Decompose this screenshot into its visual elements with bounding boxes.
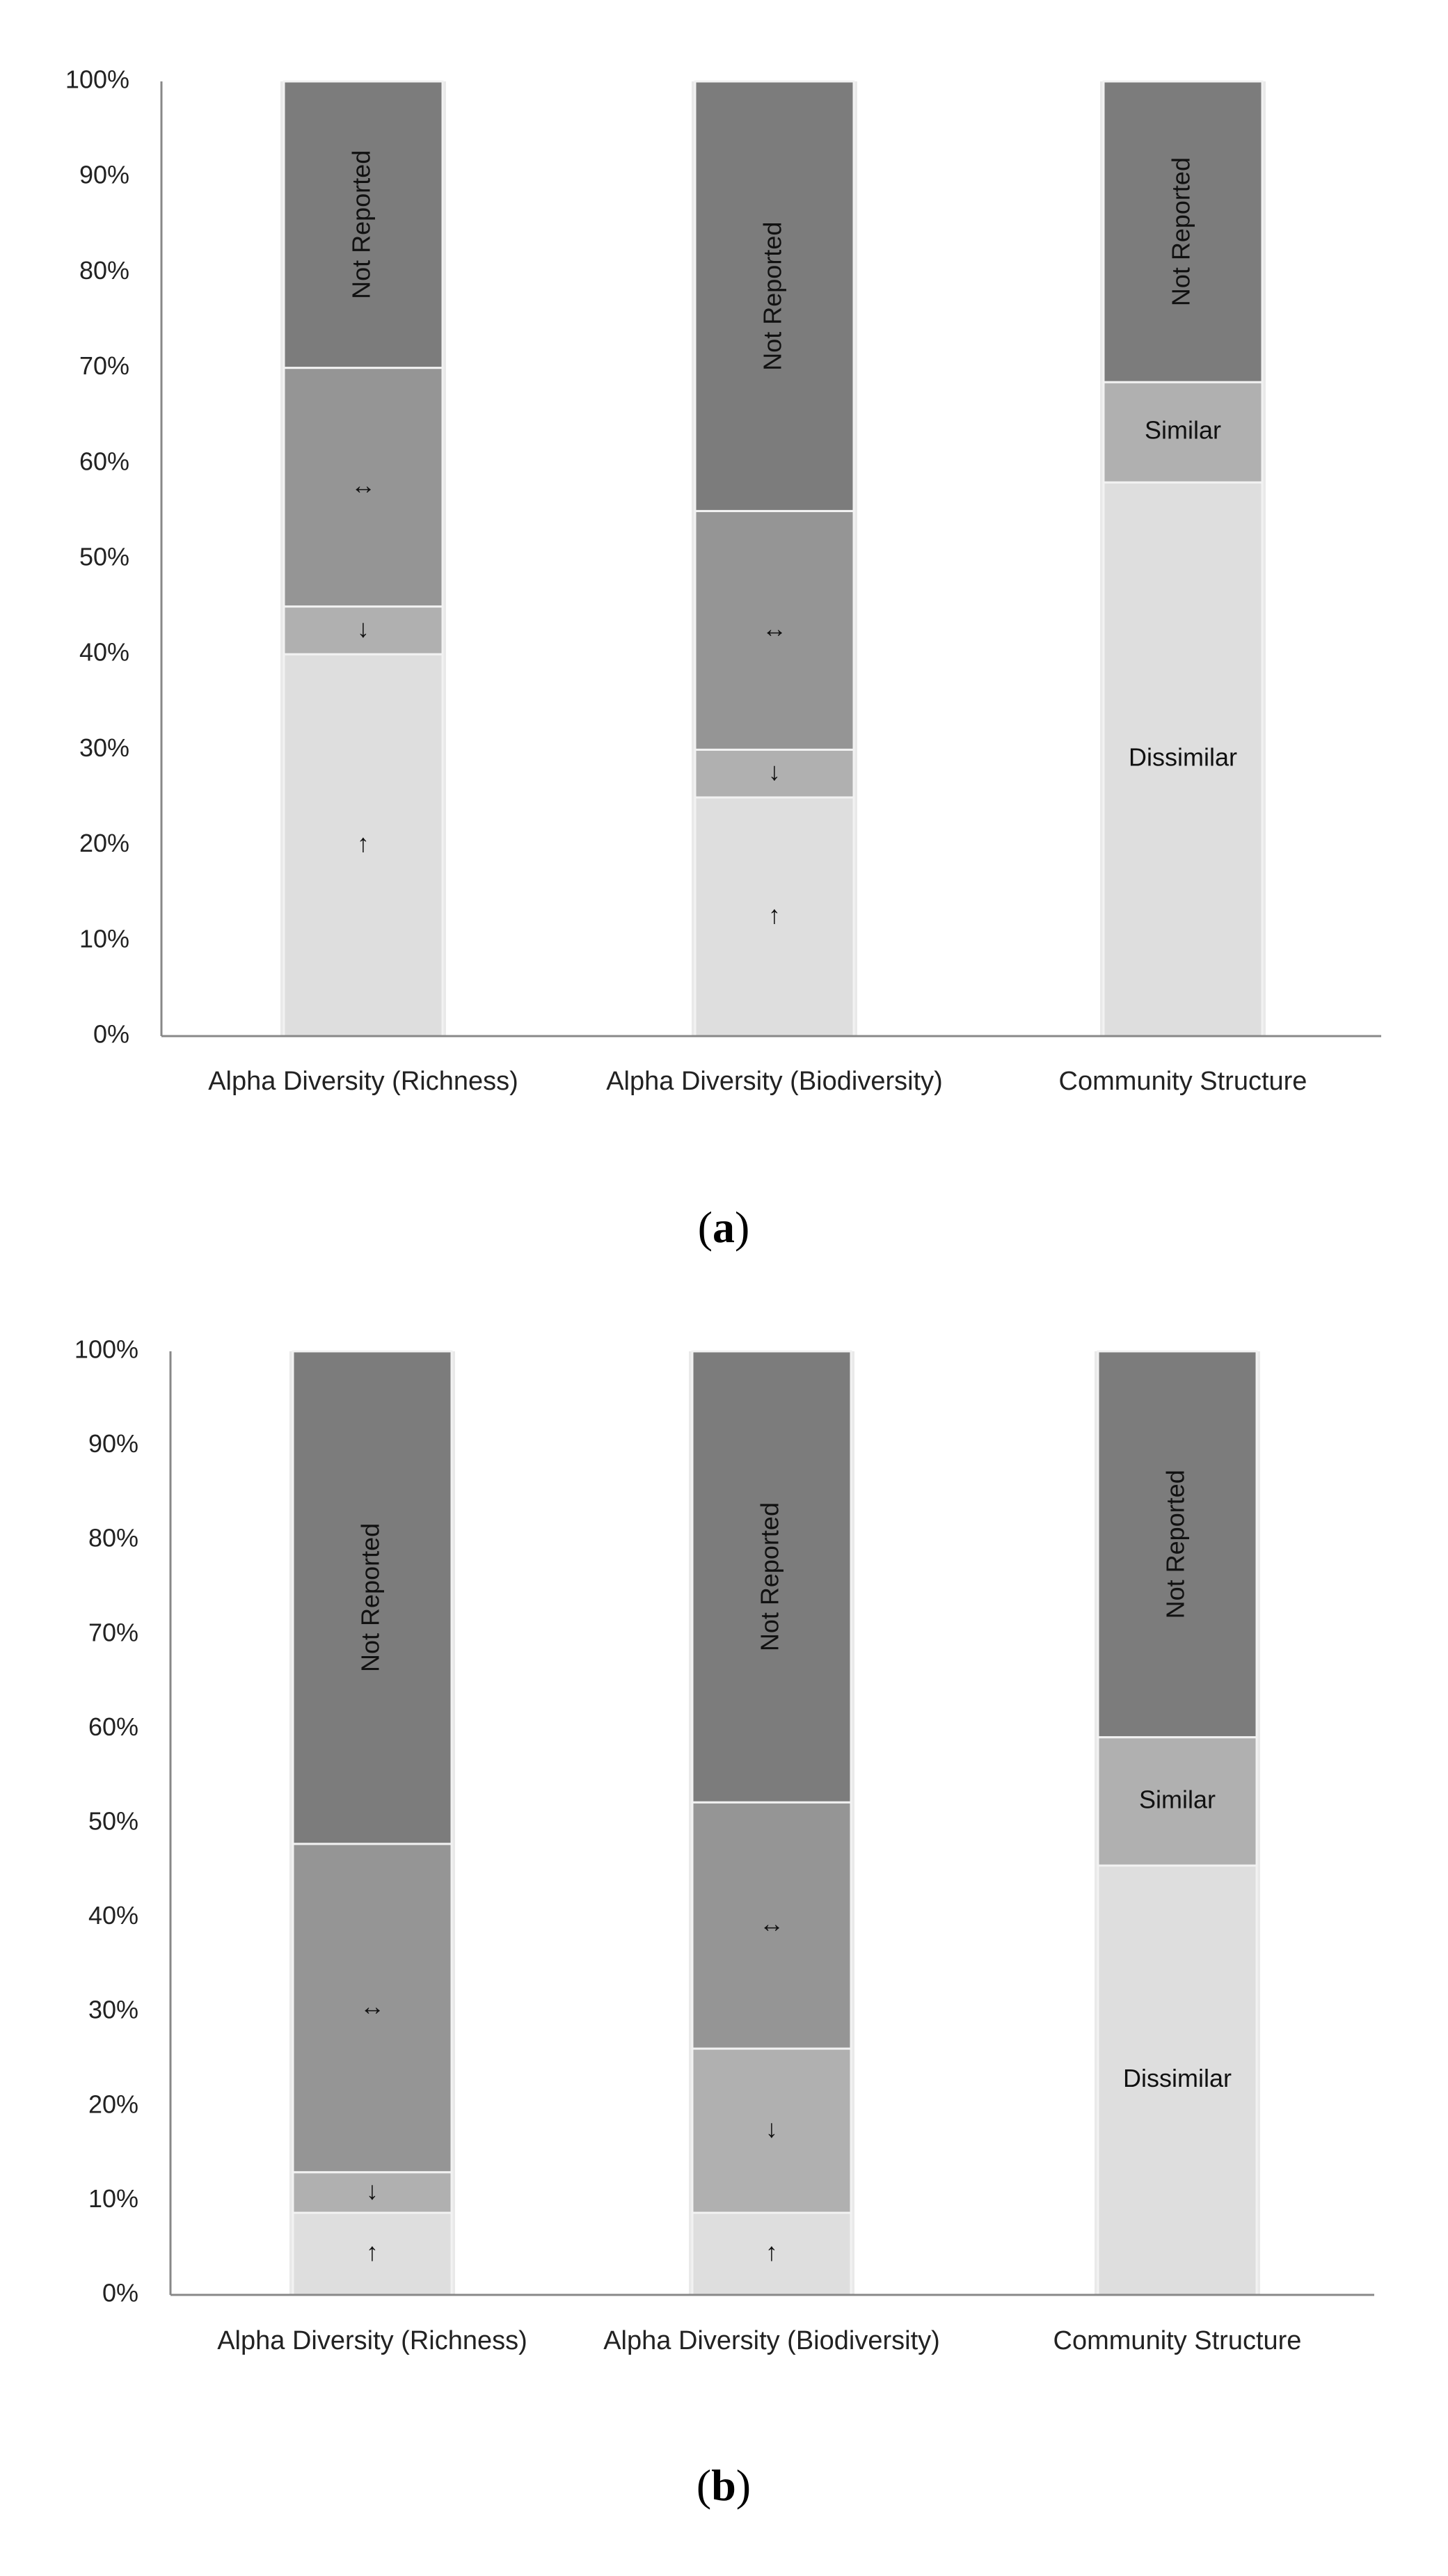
- bar-segment-not-reported: [1097, 1350, 1258, 1739]
- bar-segment-up-arrow: [292, 2211, 453, 2296]
- up-arrow-icon: ↑: [768, 900, 781, 929]
- segment-label-not-reported: Not Reported: [1161, 1470, 1190, 1619]
- y-tick-label: 80%: [79, 256, 129, 285]
- bar-segment-not-reported: [691, 1350, 852, 1804]
- up-arrow-icon: ↑: [357, 829, 369, 857]
- y-tick-label: 70%: [79, 351, 129, 380]
- y-tick-label: 10%: [79, 924, 129, 953]
- down-arrow-icon: ↓: [357, 614, 369, 642]
- bar-segment-similar: [1097, 1736, 1258, 1867]
- left-right-arrow-icon: ↔: [759, 1909, 784, 1938]
- y-tick-label: 90%: [88, 1429, 138, 1458]
- panel-caption: (b): [697, 2460, 751, 2510]
- y-tick-label: 90%: [79, 161, 129, 189]
- bar-segment-not-reported: [694, 80, 855, 512]
- y-tick-label: 100%: [65, 65, 129, 94]
- x-category-label: Alpha Diversity (Richness): [208, 1067, 518, 1096]
- left-right-arrow-icon: ↔: [351, 471, 376, 500]
- down-arrow-icon: ↓: [366, 2176, 379, 2204]
- y-tick-label: 30%: [79, 733, 129, 762]
- y-tick-label: 0%: [102, 2279, 138, 2307]
- x-category-label: Alpha Diversity (Biodiversity): [603, 2326, 940, 2355]
- down-arrow-icon: ↓: [765, 2115, 778, 2143]
- y-tick-label: 20%: [88, 2090, 138, 2118]
- bar-segment-not-reported: [292, 1350, 453, 1845]
- segment-label-not-reported: Not Reported: [1167, 157, 1195, 306]
- bar-segment-down-arrow: [691, 2047, 852, 2214]
- bar-segment-dissimilar: [1097, 1864, 1258, 2296]
- bar-segment-similar: [1102, 381, 1264, 484]
- bar-segment-left-right-arrow: [292, 1843, 453, 2174]
- chart-panel-b: 0% 10% 20% 30% 40% 50% 60% 70% 80% 90% 100% ↑ ↓ ↔ Not …: [74, 1335, 1374, 2510]
- bar-segment-down-arrow: [694, 748, 855, 799]
- x-category-label: Community Structure: [1059, 1067, 1307, 1096]
- segment-label-similar: Similar: [1139, 1785, 1216, 1813]
- segment-label-not-reported: Not Reported: [347, 150, 376, 299]
- y-tick-label: 0%: [93, 1020, 129, 1049]
- x-category-label: Alpha Diversity (Biodiversity): [606, 1067, 943, 1096]
- x-category-label: Community Structure: [1053, 2326, 1302, 2355]
- y-tick-label: 40%: [79, 638, 129, 667]
- bar-segment-not-reported: [1102, 80, 1264, 383]
- segment-label-not-reported: Not Reported: [756, 1502, 784, 1651]
- y-tick-label: 100%: [74, 1335, 138, 1364]
- bar-segment-dissimilar: [1102, 481, 1264, 1037]
- up-arrow-icon: ↑: [366, 2238, 379, 2266]
- segment-label-dissimilar: Dissimilar: [1123, 2064, 1232, 2092]
- bar-segment-up-arrow: [691, 2211, 852, 2296]
- up-arrow-icon: ↑: [765, 2238, 778, 2266]
- y-tick-label: 70%: [88, 1618, 138, 1646]
- bar-segment-up-arrow: [283, 653, 444, 1037]
- y-tick-label: 50%: [79, 543, 129, 571]
- left-right-arrow-icon: ↔: [762, 614, 787, 642]
- bar-segment-left-right-arrow: [691, 1801, 852, 2050]
- chart-panel-a: 0% 10% 20% 30% 40% 50% 60% 70% 80% 90% 100% ↑ ↓ ↔ Not …: [65, 65, 1381, 1252]
- bar-segment-not-reported: [283, 80, 444, 369]
- y-tick-label: 10%: [88, 2184, 138, 2213]
- segment-label-not-reported: Not Reported: [758, 222, 787, 371]
- segment-label-dissimilar: Dissimilar: [1129, 743, 1237, 772]
- bar-segment-left-right-arrow: [283, 367, 444, 608]
- panel-caption: (a): [698, 1202, 750, 1252]
- left-right-arrow-icon: ↔: [360, 1991, 385, 2020]
- x-category-label: Alpha Diversity (Richness): [217, 2326, 527, 2355]
- bar-segment-down-arrow: [292, 2171, 453, 2214]
- down-arrow-icon: ↓: [768, 757, 781, 786]
- segment-label-not-reported: Not Reported: [356, 1523, 385, 1672]
- bar-segment-left-right-arrow: [694, 509, 855, 751]
- bar-segment-up-arrow: [694, 796, 855, 1037]
- segment-label-similar: Similar: [1145, 416, 1221, 445]
- y-tick-label: 30%: [88, 1996, 138, 2024]
- y-tick-label: 80%: [88, 1524, 138, 1552]
- y-tick-label: 60%: [88, 1712, 138, 1741]
- y-tick-label: 20%: [79, 829, 129, 857]
- y-tick-label: 60%: [79, 447, 129, 475]
- y-tick-label: 50%: [88, 1807, 138, 1836]
- y-tick-label: 40%: [88, 1901, 138, 1930]
